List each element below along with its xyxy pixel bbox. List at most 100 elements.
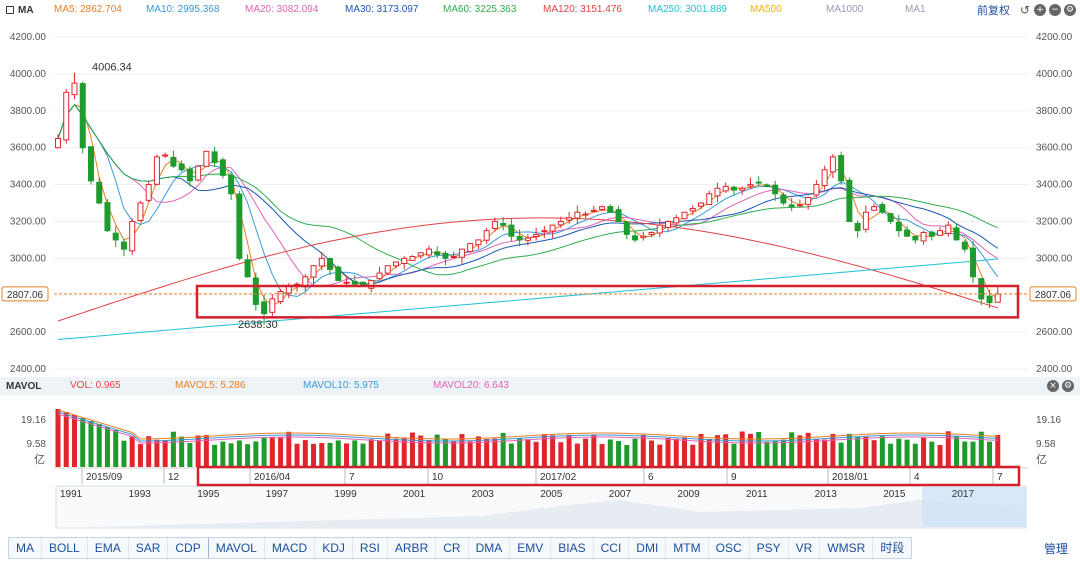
- tab-arbr[interactable]: ARBR: [388, 538, 437, 558]
- vol-tick-right: 9.58: [1036, 439, 1056, 450]
- volume-bar: [574, 443, 580, 467]
- volume-bar: [789, 432, 795, 467]
- candle: [805, 196, 812, 210]
- navigator-area: [56, 500, 1026, 528]
- manage-button[interactable]: 管理: [1043, 542, 1068, 556]
- tab-macd[interactable]: MACD: [265, 538, 316, 558]
- volume-bar: [261, 438, 267, 467]
- volume-settings-icon[interactable]: ⚙: [1062, 380, 1074, 392]
- candle: [673, 214, 680, 227]
- zoom-out-icon[interactable]: −: [1049, 4, 1061, 16]
- vol-tick-left: 9.58: [27, 439, 47, 450]
- overview-year: 2009: [677, 489, 700, 500]
- volume-bar: [888, 443, 894, 467]
- candle: [112, 226, 119, 248]
- tab-dmi[interactable]: DMI: [629, 538, 667, 558]
- tab-bias[interactable]: BIAS: [551, 538, 594, 558]
- overview-year: 2005: [540, 489, 563, 500]
- ma-legend-item: MA120: 3151.476: [543, 4, 622, 15]
- overview-navigator[interactable]: 1991 1993 1995 1997 1999 2001 2003 2005 2007 2009…: [55, 485, 1027, 529]
- volume-bar: [904, 439, 910, 467]
- volume-bar: [978, 431, 984, 467]
- volume-bar: [591, 434, 597, 467]
- volume-bar: [442, 438, 448, 467]
- chart-controls: 前复权 ↺ + − ⚙: [977, 2, 1076, 18]
- price-tick-right: 3000.00: [1036, 253, 1073, 264]
- candle: [533, 227, 540, 241]
- volume-bar: [879, 436, 885, 467]
- tab-ma[interactable]: MA: [9, 538, 42, 558]
- time-label: 4: [914, 472, 920, 483]
- volume-bar: [772, 440, 778, 467]
- ma-indicator-icon: [6, 6, 14, 14]
- tab-vr[interactable]: VR: [789, 538, 821, 558]
- candle: [697, 202, 704, 210]
- tab-rsi[interactable]: RSI: [353, 538, 388, 558]
- candle: [590, 205, 597, 213]
- tab-wmsr[interactable]: WMSR: [820, 538, 874, 558]
- vol-unit-left: 亿: [34, 453, 45, 466]
- volume-bar: [566, 434, 572, 467]
- close-volume-icon[interactable]: ×: [1047, 380, 1059, 392]
- current-price-text: 2807.06: [7, 290, 44, 301]
- overview-year: 2017: [952, 489, 975, 500]
- candle: [689, 205, 696, 215]
- tab-cdp[interactable]: CDP: [168, 538, 209, 558]
- tab-sar[interactable]: SAR: [129, 538, 169, 558]
- vol-unit-right: 亿: [1036, 453, 1047, 466]
- candle: [566, 211, 573, 224]
- tab-emv[interactable]: EMV: [510, 538, 552, 558]
- tab-boll[interactable]: BOLL: [42, 538, 88, 558]
- time-label: 7: [997, 472, 1003, 483]
- tab-时段[interactable]: 时段: [880, 541, 905, 555]
- settings-gear-icon[interactable]: ⚙: [1064, 4, 1076, 16]
- volume-bar: [434, 434, 440, 467]
- volume-bar: [426, 439, 432, 467]
- overview-year: 1991: [60, 489, 83, 500]
- volume-bar: [921, 437, 927, 467]
- adjust-price-toggle[interactable]: 前复权: [977, 5, 1010, 17]
- candle: [549, 224, 556, 239]
- candle: [236, 190, 243, 261]
- ma-legend-item: MA20: 3082.094: [245, 4, 319, 15]
- candle: [120, 238, 127, 257]
- candle: [145, 181, 152, 203]
- tab-cr[interactable]: CR: [436, 538, 469, 558]
- tab-mavol[interactable]: MAVOL: [209, 538, 265, 558]
- tab-kdj[interactable]: KDJ: [315, 538, 353, 558]
- volume-bar: [657, 444, 663, 467]
- price-tick-right: 3400.00: [1036, 180, 1073, 191]
- candle: [665, 220, 672, 232]
- candle: [261, 295, 268, 326]
- volume-bar: [500, 432, 506, 467]
- ma-line: [57, 103, 998, 276]
- tab-psy[interactable]: PSY: [750, 538, 789, 558]
- reset-icon[interactable]: ↺: [1019, 3, 1031, 17]
- tab-dma[interactable]: DMA: [469, 538, 511, 558]
- overview-year: 1993: [129, 489, 152, 500]
- overview-year: 2001: [403, 489, 426, 500]
- tab-ema[interactable]: EMA: [88, 538, 129, 558]
- current-price-badge-left: [1, 286, 49, 302]
- mavol-line: [57, 411, 998, 442]
- ma-legend-item: MA1000: [826, 4, 864, 15]
- time-label: 6: [648, 472, 654, 483]
- volume-bar: [228, 443, 234, 467]
- candle: [928, 230, 935, 241]
- tab-osc[interactable]: OSC: [709, 538, 750, 558]
- candle: [376, 266, 383, 280]
- volume-bar: [104, 427, 110, 467]
- navigator-selection[interactable]: [922, 487, 1026, 527]
- ma-line: [57, 103, 999, 285]
- volume-bar: [162, 440, 168, 467]
- overview-year: 1997: [266, 489, 289, 500]
- candle: [813, 180, 820, 198]
- candle: [772, 180, 779, 201]
- candle: [302, 274, 309, 292]
- tab-mtm[interactable]: MTM: [666, 538, 709, 558]
- price-tick-right: 3800.00: [1036, 106, 1073, 117]
- tab-cci[interactable]: CCI: [594, 538, 630, 558]
- zoom-in-icon[interactable]: +: [1034, 4, 1046, 16]
- volume-bar: [376, 440, 382, 467]
- volume-bar: [995, 434, 1001, 467]
